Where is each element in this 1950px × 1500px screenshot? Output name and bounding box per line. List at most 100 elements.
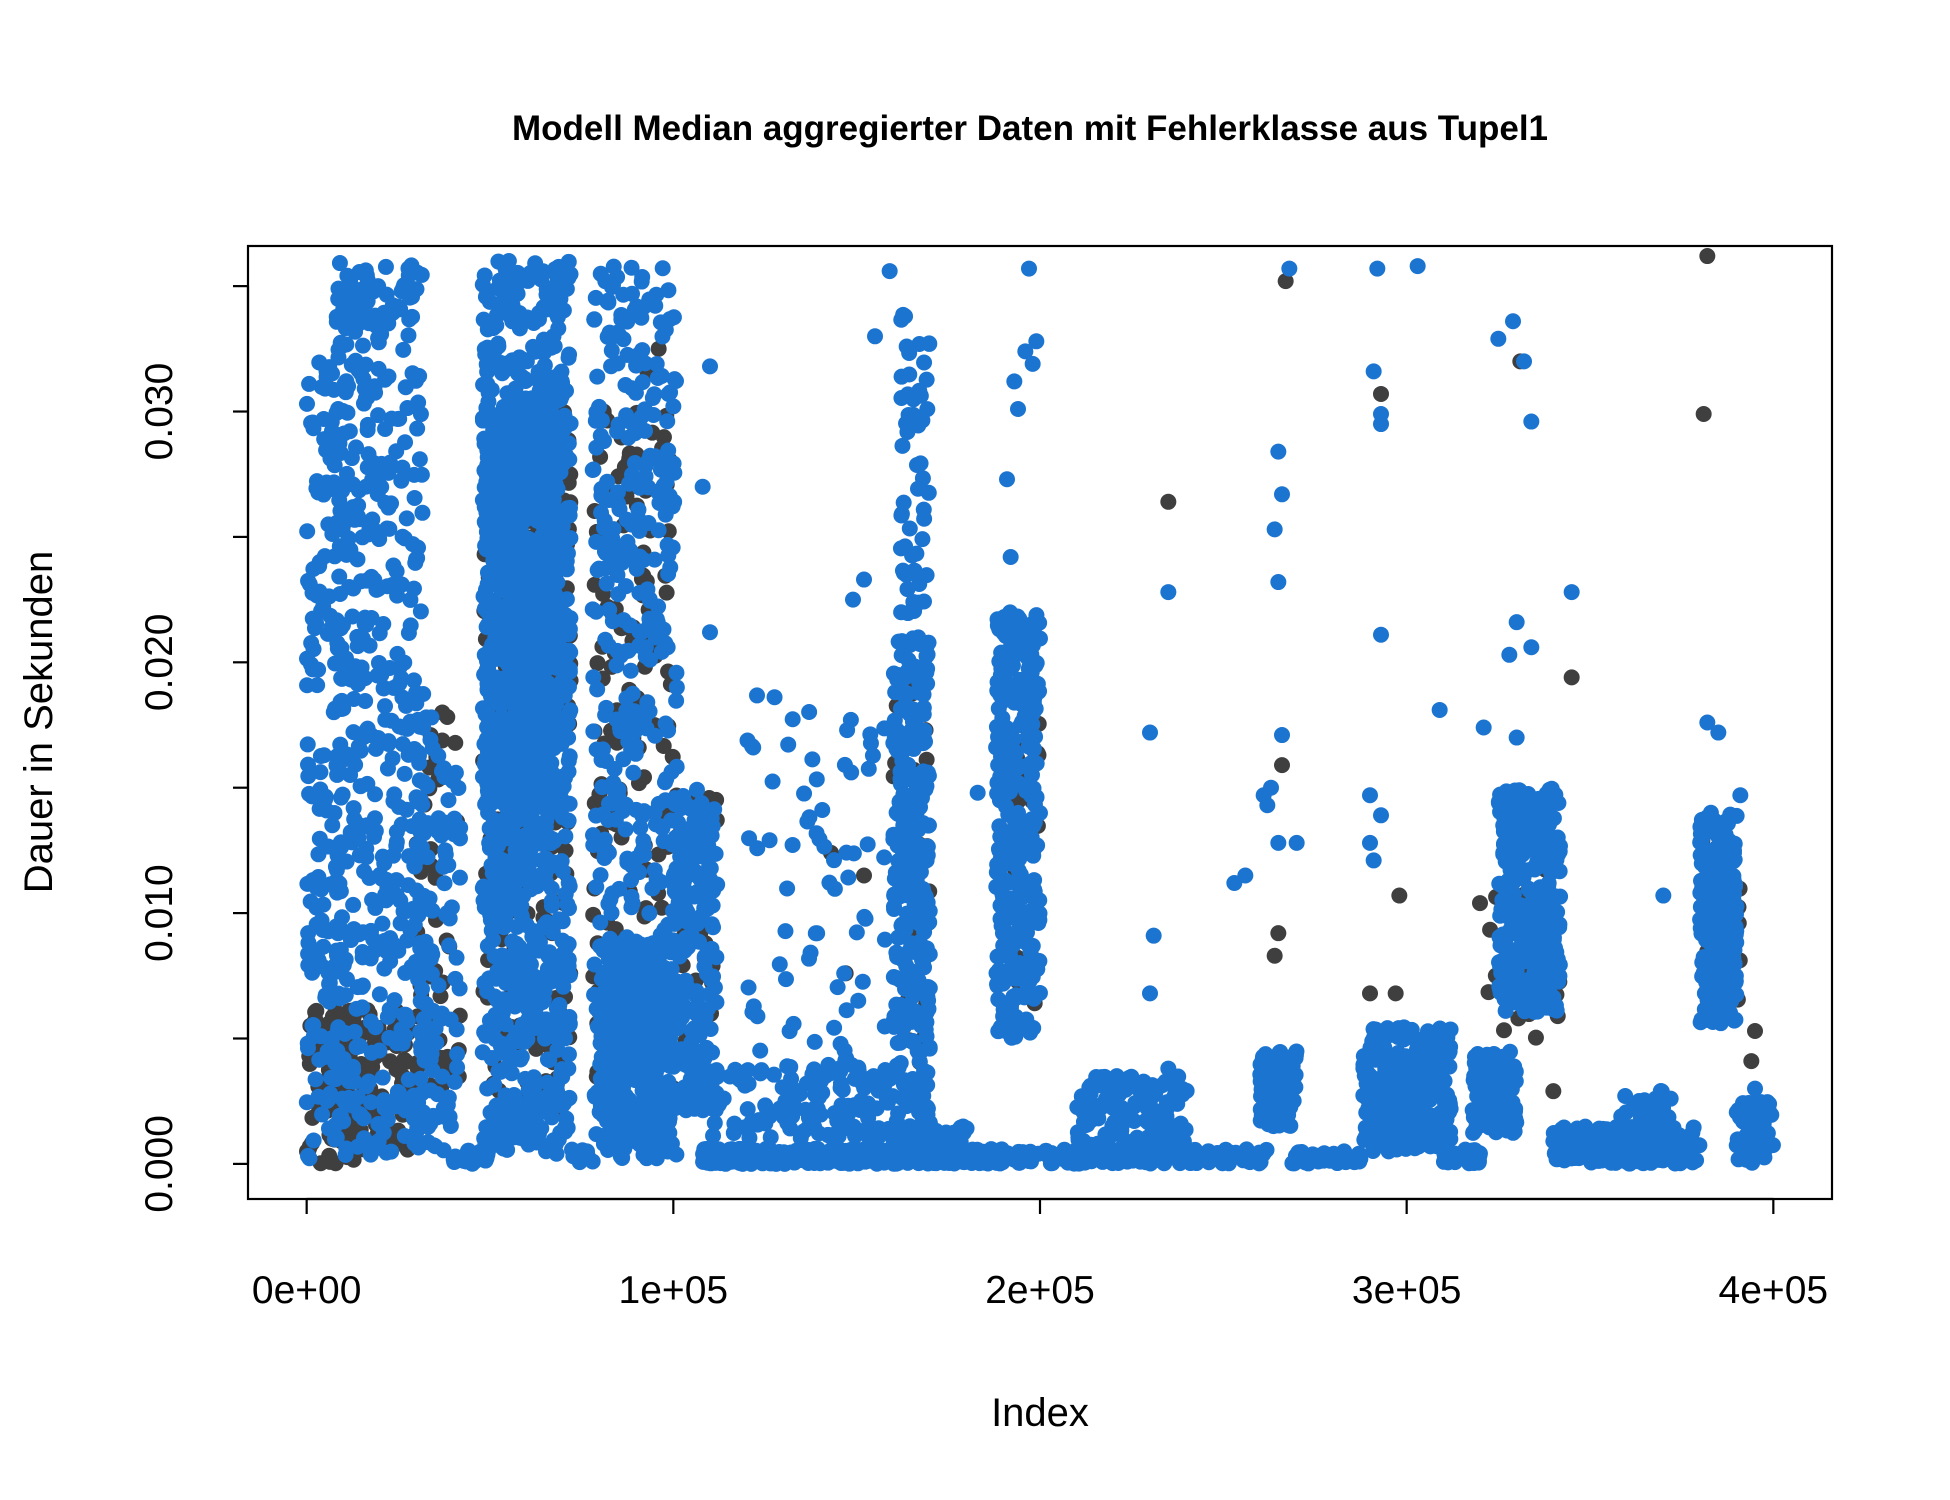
data-point: [535, 978, 552, 995]
data-point: [449, 1046, 466, 1063]
data-point: [367, 822, 384, 839]
data-point: [450, 779, 467, 796]
data-point: [301, 1150, 318, 1167]
data-point: [862, 726, 879, 743]
data-point: [780, 736, 797, 753]
data-point: [334, 786, 351, 803]
data-point: [402, 617, 419, 634]
data-point: [342, 766, 359, 783]
data-point: [659, 413, 676, 430]
data-point: [379, 1111, 396, 1128]
data-point: [334, 402, 351, 419]
data-point: [479, 1080, 496, 1097]
data-point: [412, 1070, 429, 1087]
data-point: [500, 419, 517, 436]
data-point: [637, 457, 654, 474]
data-point: [666, 790, 683, 807]
data-point: [401, 311, 418, 328]
data-point: [518, 917, 535, 934]
data-point: [522, 956, 539, 973]
data-point: [436, 768, 453, 785]
data-point: [338, 971, 355, 988]
data-point: [808, 771, 825, 788]
data-point: [546, 585, 563, 602]
data-point: [645, 1016, 662, 1033]
data-point: [554, 932, 571, 949]
data-point: [367, 384, 384, 401]
data-point: [588, 741, 605, 758]
data-point: [646, 862, 663, 879]
data-point: [502, 549, 519, 566]
data-point: [417, 995, 434, 1012]
data-point: [474, 276, 491, 293]
data-point: [326, 457, 343, 474]
data-point: [333, 700, 350, 717]
data-point: [497, 1016, 514, 1033]
data-point: [751, 1152, 768, 1169]
data-point: [623, 899, 640, 916]
data-point: [300, 768, 317, 785]
data-point: [389, 645, 406, 662]
data-point: [619, 850, 636, 867]
data-point: [641, 1069, 658, 1086]
data-point: [479, 938, 496, 955]
data-point: [362, 1094, 379, 1111]
data-point: [349, 508, 366, 525]
data-point: [474, 1044, 491, 1061]
data-point: [644, 966, 661, 983]
data-point: [625, 764, 642, 781]
data-point: [616, 1119, 633, 1136]
data-point: [561, 705, 578, 722]
data-point: [1747, 1022, 1763, 1039]
data-point: [428, 1034, 445, 1051]
data-point: [303, 656, 320, 673]
data-point: [637, 998, 654, 1015]
data-point: [514, 981, 531, 998]
data-point: [762, 1129, 779, 1146]
data-point: [544, 856, 561, 873]
data-point: [590, 560, 607, 577]
data-point: [561, 621, 578, 638]
data-point: [422, 731, 439, 748]
data-point: [856, 867, 872, 884]
data-point: [766, 689, 783, 706]
data-point: [299, 523, 316, 540]
data-point: [363, 1044, 380, 1061]
data-point: [354, 529, 371, 546]
data-point: [429, 1086, 446, 1103]
data-point: [447, 734, 464, 751]
data-point: [845, 1118, 862, 1135]
data-point: [541, 1051, 558, 1068]
data-point: [821, 874, 838, 891]
data-point: [826, 1105, 843, 1122]
data-point: [343, 356, 360, 373]
data-point: [323, 432, 340, 449]
data-point: [486, 714, 503, 731]
data-point: [596, 512, 613, 529]
data-point: [420, 1134, 437, 1151]
data-point: [838, 1002, 855, 1019]
data-point: [393, 472, 410, 489]
data-point: [328, 313, 345, 330]
data-point: [829, 979, 846, 996]
data-point: [514, 701, 531, 718]
data-point: [336, 475, 353, 492]
data-point: [392, 915, 409, 932]
data-point: [840, 869, 857, 886]
data-point: [416, 1023, 433, 1040]
data-point: [308, 916, 325, 933]
data-point: [854, 973, 871, 990]
data-point: [1545, 1083, 1562, 1100]
data-point: [585, 837, 602, 854]
data-point: [807, 925, 824, 942]
data-point: [592, 867, 609, 884]
data-point: [324, 817, 341, 834]
data-point: [398, 510, 415, 527]
data-point: [413, 266, 430, 283]
data-point: [523, 390, 540, 407]
data-point: [652, 1142, 669, 1159]
data-point: [536, 298, 553, 315]
data-point: [657, 506, 674, 523]
data-point: [650, 598, 667, 615]
data-point: [860, 760, 877, 777]
